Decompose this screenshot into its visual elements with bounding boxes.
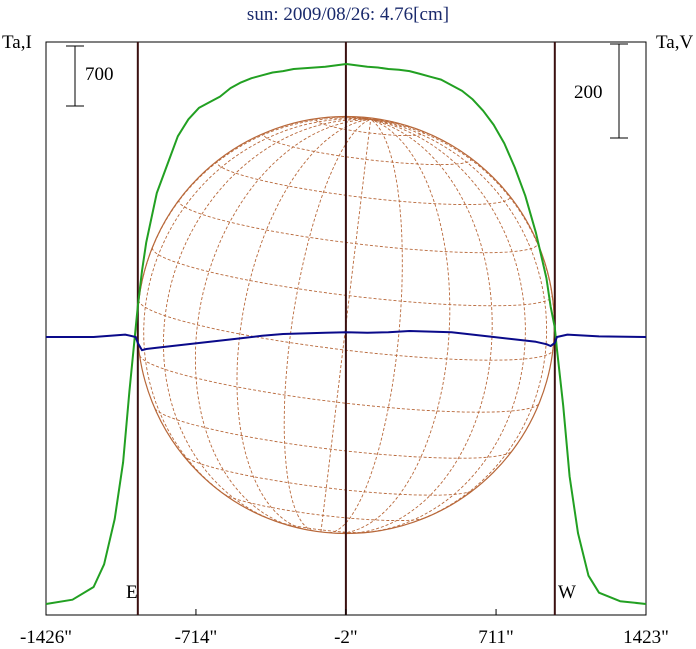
left-scale-bar-label: 700: [85, 64, 114, 85]
sun-longitude-line: [370, 119, 555, 351]
polarization-series-line: [46, 330, 647, 352]
intensity-series-line: [45, 63, 647, 605]
sun-latitude-line: [139, 355, 540, 413]
sun-longitude-line: [370, 119, 548, 523]
x-tick-label: -2": [334, 627, 358, 648]
sun-longitude-line: [329, 119, 403, 534]
sun-longitude-line: [283, 119, 371, 532]
sun-longitude-line: [194, 119, 371, 527]
sun-latitude-line: [151, 247, 553, 307]
left-axis-label: Ta,I: [2, 32, 32, 53]
sun-latitude-line: [183, 455, 473, 496]
sun-disk-grid: [136, 115, 555, 535]
sun-latitude-line: [223, 493, 425, 522]
left-scale-bar: [66, 45, 84, 107]
sun-longitude-line: [236, 119, 371, 530]
sun-longitude-line: [287, 116, 371, 126]
sun-longitude-line: [351, 119, 493, 534]
west-label: W: [558, 582, 576, 603]
x-tick-label: 711": [478, 627, 514, 648]
sun-longitude-line: [138, 117, 371, 301]
right-axis-label: Ta,V: [656, 32, 693, 53]
sun-latitude-line: [178, 199, 538, 254]
x-tick-label: -1426": [20, 627, 72, 648]
chart-title: sun: 2009/08/26: 4.76[cm]: [247, 4, 449, 25]
x-axis-ticks: -1426" -714" -2" 711" 1423": [20, 609, 669, 648]
sun-longitude-line: [370, 119, 451, 145]
right-scale-bar: [610, 43, 628, 139]
sun-longitude-line: [337, 119, 451, 534]
right-scale-bar-label: 200: [574, 82, 603, 103]
x-tick-label: 1423": [623, 627, 669, 648]
x-tick-label: -714": [175, 627, 218, 648]
east-label: E: [126, 582, 138, 603]
series-group: [45, 63, 647, 605]
sun-longitude-line: [367, 119, 526, 533]
sun-longitude-line: [163, 118, 371, 522]
sun-longitude-line: [143, 118, 371, 501]
sun-latitude-line: [154, 408, 512, 459]
